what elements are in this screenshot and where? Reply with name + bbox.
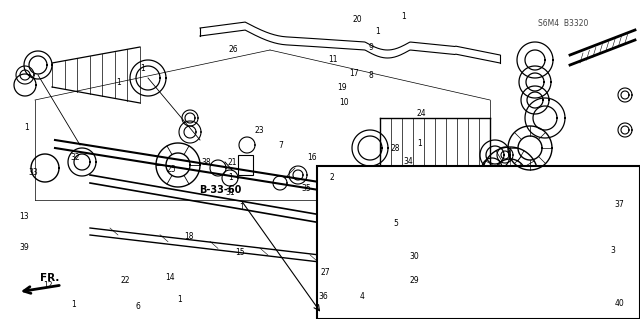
Text: 32: 32 [70,153,81,162]
Bar [317,166,640,319]
Text: 1: 1 [239,203,244,212]
Text: 1: 1 [177,295,182,304]
Text: 30: 30 [410,252,420,261]
Text: 12: 12 [44,281,52,290]
Text: 14: 14 [164,273,175,282]
Text: 1: 1 [71,300,76,309]
Text: 11: 11 [328,56,337,64]
Text: 35: 35 [301,184,311,193]
Text: 1: 1 [116,78,121,87]
Text: 29: 29 [410,276,420,285]
Text: 8: 8 [369,71,374,80]
Text: 17: 17 [349,69,359,78]
Text: 13: 13 [19,212,29,221]
Text: 10: 10 [339,98,349,107]
Text: 38: 38 [201,158,211,167]
Text: 18: 18 [184,232,193,241]
Text: 7: 7 [278,141,283,150]
Bar [238,155,253,175]
Text: 4: 4 [359,292,364,301]
Text: 5: 5 [393,219,398,228]
Text: 1: 1 [24,123,29,132]
Text: 1: 1 [375,27,380,36]
Text: 25: 25 [166,165,177,174]
Text: 2: 2 [329,173,334,182]
Text: 1: 1 [401,12,406,21]
Text: 37: 37 [614,200,625,209]
Text: 34: 34 [403,157,413,166]
Text: 21: 21 [228,158,237,167]
Text: 1: 1 [140,64,145,73]
Text: 23: 23 [254,126,264,135]
Text: 27: 27 [320,268,330,277]
Text: FR.: FR. [40,273,60,283]
Text: 33: 33 [28,168,38,177]
Text: 3: 3 [611,246,616,255]
Text: 40: 40 [614,299,625,308]
Text: 22: 22 [120,276,129,285]
Text: 19: 19 [337,83,348,92]
Text: 1: 1 [417,139,422,148]
Text: 39: 39 [19,243,29,252]
Text: 1: 1 [228,173,233,182]
Text: 36: 36 [318,292,328,301]
Text: 15: 15 [235,248,245,256]
Text: S6M4  B3320: S6M4 B3320 [538,19,588,28]
Text: 16: 16 [307,153,317,162]
Text: 26: 26 [228,45,239,54]
Text: B-33-60: B-33-60 [200,185,242,195]
Text: 28: 28 [391,144,400,153]
Text: 6: 6 [135,302,140,311]
Text: 24: 24 [416,109,426,118]
Text: 9: 9 [369,43,374,52]
Text: 31: 31 [225,189,236,197]
Text: 20: 20 [352,15,362,24]
